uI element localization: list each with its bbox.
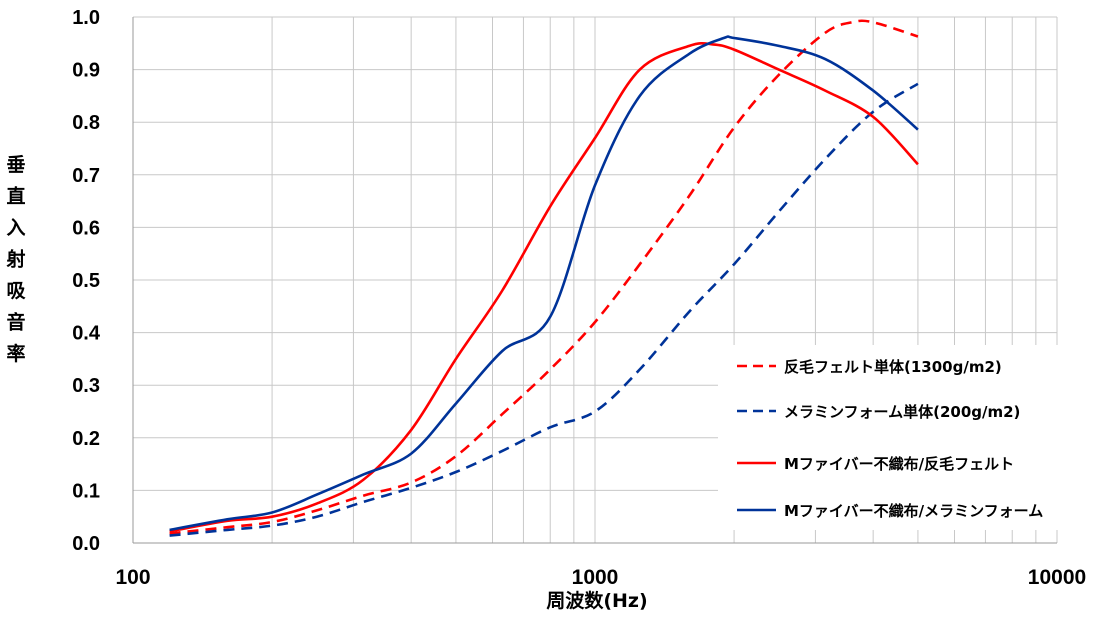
x-axis-ticks: 100 1000 10000 bbox=[115, 566, 1086, 589]
series-line-2 bbox=[169, 82, 919, 537]
x-tick-label: 100 bbox=[115, 566, 150, 589]
y-tick-label: 1.0 bbox=[72, 7, 100, 29]
y-tick-label: 0.1 bbox=[72, 480, 100, 502]
y-tick-label: 0.6 bbox=[72, 217, 100, 239]
y-tick-label: 0.9 bbox=[72, 60, 100, 82]
legend-label: メラミンフォーム単体(200g/m2) bbox=[784, 403, 1020, 421]
legend: 反毛フェルト単体(1300g/m2) メラミンフォーム単体(200g/m2) Mファ… bbox=[718, 345, 1064, 530]
legend-label: 反毛フェルト単体(1300g/m2) bbox=[784, 358, 1002, 376]
y-axis-ticks: 0.0 0.1 0.2 0.3 0.4 0.5 0.6 0.7 0.8 0.9 1.0 bbox=[72, 7, 101, 555]
y-tick-label: 0.2 bbox=[72, 428, 100, 450]
series-lines bbox=[169, 19, 919, 537]
y-tick-label: 0.8 bbox=[72, 112, 100, 134]
legend-label: Mファイバー不織布/メラミンフォーム bbox=[784, 502, 1043, 520]
x-tick-label: 10000 bbox=[1028, 566, 1086, 589]
x-tick-label: 1000 bbox=[572, 566, 619, 589]
legend-label: Mファイバー不織布/反毛フェルト bbox=[784, 455, 1014, 473]
y-tick-label: 0.3 bbox=[72, 375, 100, 397]
y-tick-label: 0.5 bbox=[72, 270, 100, 292]
series-line-3 bbox=[169, 42, 919, 533]
y-tick-label: 0.7 bbox=[72, 165, 100, 187]
legend-box bbox=[718, 345, 1064, 530]
x-axis-label: 周波数(Hz) bbox=[546, 589, 647, 612]
y-tick-label: 0.0 bbox=[72, 533, 100, 555]
y-axis-label: 垂直入射吸音率 bbox=[5, 154, 26, 365]
series-line-4 bbox=[169, 35, 919, 532]
y-tick-label: 0.4 bbox=[72, 323, 101, 345]
series-line-1 bbox=[169, 19, 919, 535]
